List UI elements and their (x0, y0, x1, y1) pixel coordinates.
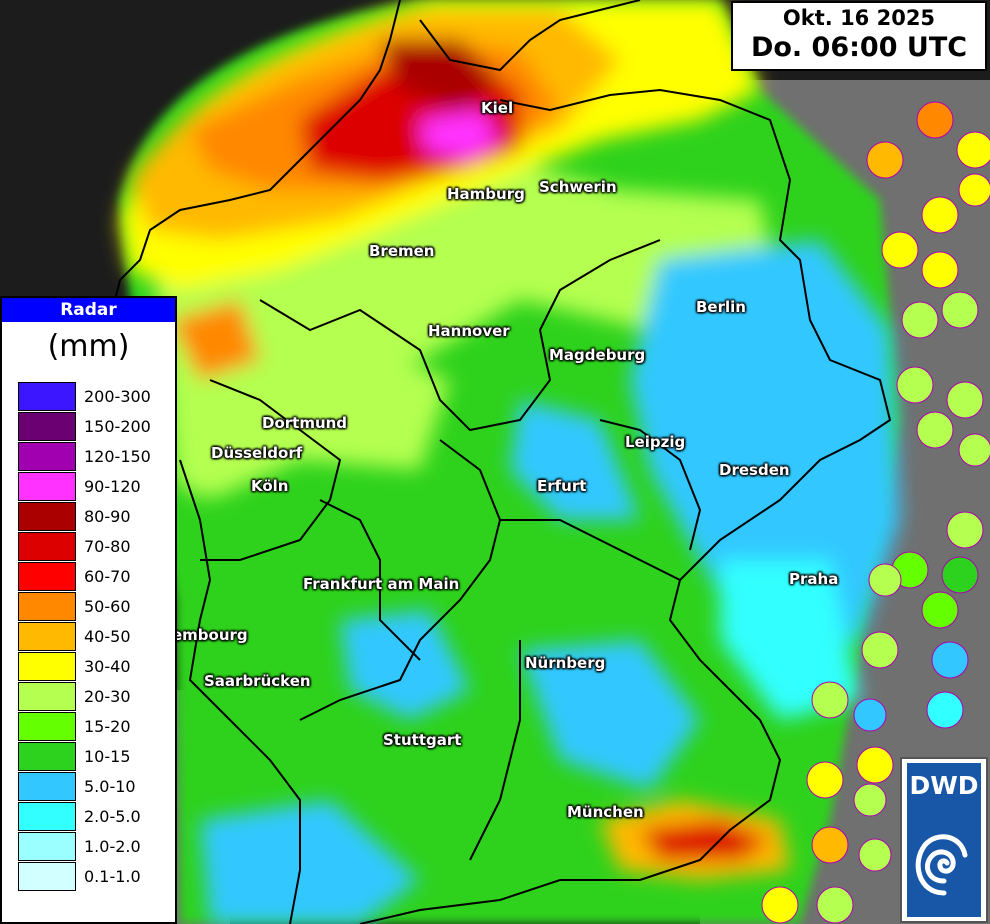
legend-item: 2.0-5.0 (18, 802, 178, 832)
legend-swatch (18, 712, 76, 741)
legend-item: 70-80 (18, 532, 178, 562)
city-label-leipzig: Leipzig (625, 433, 686, 451)
dwd-logo: DWD (900, 757, 988, 923)
legend-swatch (18, 472, 76, 501)
legend-item: 15-20 (18, 712, 178, 742)
legend-label: 2.0-5.0 (84, 807, 141, 826)
legend-swatch (18, 832, 76, 861)
legend-item: 200-300 (18, 382, 178, 412)
legend-panel: Radar (mm) 200-300 150-200 120-150 90-120 80… (0, 296, 177, 924)
city-label-dortmund: Dortmund (262, 414, 348, 432)
city-label-praha: Praha (789, 570, 839, 588)
legend-label: 120-150 (84, 447, 151, 466)
legend-swatch (18, 682, 76, 711)
legend-item: 120-150 (18, 442, 178, 472)
city-label-berlin: Berlin (696, 298, 746, 316)
legend-label: 15-20 (84, 717, 131, 736)
city-label-schwerin: Schwerin (539, 178, 617, 196)
city-label-bremen: Bremen (369, 242, 435, 260)
city-label-dresden: Dresden (719, 461, 790, 479)
legend-swatch (18, 562, 76, 591)
city-label-kiel: Kiel (481, 99, 514, 117)
legend-label: 80-90 (84, 507, 131, 526)
legend-label: 200-300 (84, 387, 151, 406)
legend-item: 20-30 (18, 682, 178, 712)
city-label-duesseldorf: Düsseldorf (211, 444, 303, 462)
legend-swatch (18, 442, 76, 471)
legend-item: 60-70 (18, 562, 178, 592)
city-label-stuttgart: Stuttgart (383, 731, 462, 749)
legend-label: 1.0-2.0 (84, 837, 141, 856)
city-label-nuernberg: Nürnberg (525, 654, 606, 672)
legend-item: 10-15 (18, 742, 178, 772)
legend-label: 10-15 (84, 747, 131, 766)
legend-label: 90-120 (84, 477, 141, 496)
legend-item: 150-200 (18, 412, 178, 442)
swirl-icon (915, 834, 968, 896)
legend-label: 30-40 (84, 657, 131, 676)
legend-item: 90-120 (18, 472, 178, 502)
legend-label: 60-70 (84, 567, 131, 586)
legend-title: Radar (2, 298, 175, 322)
city-label-luxembourg: embourg (172, 626, 248, 644)
legend-unit: (mm) (47, 329, 130, 364)
legend-swatch (18, 862, 76, 891)
legend-label: 5.0-10 (84, 777, 136, 796)
legend-swatch (18, 772, 76, 801)
legend-swatch (18, 532, 76, 561)
city-label-muenchen: München (567, 803, 644, 821)
dwd-logo-text: DWD (909, 771, 979, 800)
city-label-hamburg: Hamburg (447, 185, 525, 203)
dwd-logo-panel: DWD (907, 763, 981, 917)
legend-label: 40-50 (84, 627, 131, 646)
city-label-frankfurt: Frankfurt am Main (303, 575, 460, 593)
city-label-koeln: Köln (251, 477, 289, 495)
legend-item: 30-40 (18, 652, 178, 682)
legend-item: 50-60 (18, 592, 178, 622)
legend-swatch (18, 382, 76, 411)
legend-swatch (18, 652, 76, 681)
legend-label: 150-200 (84, 417, 151, 436)
city-label-saarbruecken: Saarbrücken (204, 672, 311, 690)
legend-label: 70-80 (84, 537, 131, 556)
legend-item: 5.0-10 (18, 772, 178, 802)
legend-label: 0.1-1.0 (84, 867, 141, 886)
legend-item: 40-50 (18, 622, 178, 652)
legend-swatch (18, 502, 76, 531)
timestamp-box: Okt. 16 2025 Do. 06:00 UTC (731, 1, 987, 71)
legend-swatch (18, 412, 76, 441)
legend-swatch (18, 622, 76, 651)
time-label: Do. 06:00 UTC (750, 32, 968, 63)
city-label-hannover: Hannover (428, 322, 510, 340)
legend-swatch (18, 802, 76, 831)
legend-item: 1.0-2.0 (18, 832, 178, 862)
date-label: Okt. 16 2025 (782, 6, 936, 30)
legend-label: 20-30 (84, 687, 131, 706)
city-label-erfurt: Erfurt (537, 477, 587, 495)
legend-swatch (18, 592, 76, 621)
legend-swatch (18, 742, 76, 771)
legend-item: 80-90 (18, 502, 178, 532)
legend-label: 50-60 (84, 597, 131, 616)
legend-item: 0.1-1.0 (18, 862, 178, 892)
city-label-magdeburg: Magdeburg (549, 346, 646, 364)
